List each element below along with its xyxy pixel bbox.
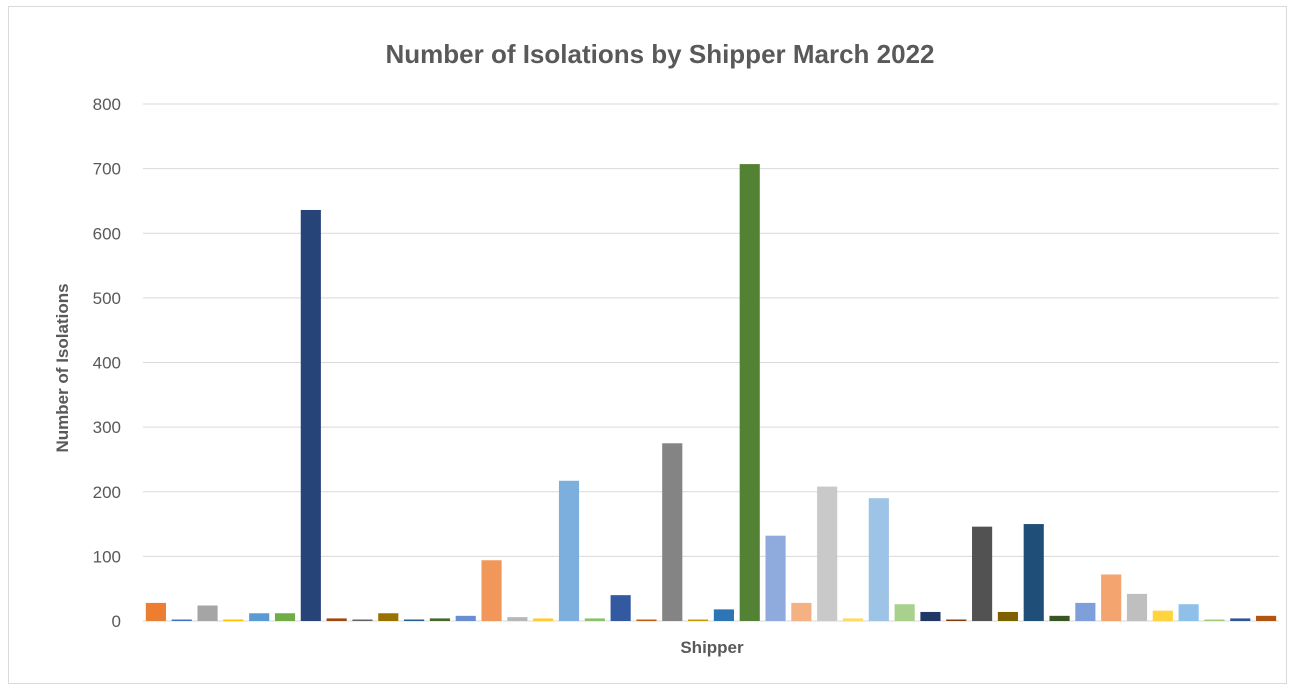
bar-17 [558,480,580,621]
bar-27 [817,486,838,621]
y-tick-label: 700 [93,160,121,179]
bar-39 [1126,593,1148,621]
bar-43 [1230,618,1251,621]
bar-38 [1101,574,1122,621]
bar-23 [713,609,734,621]
y-tick-label: 0 [112,612,121,631]
bar-11 [404,619,425,621]
bar-12 [429,618,450,621]
bar-22 [688,619,709,621]
bar-37 [1075,602,1096,621]
bar-18 [584,618,605,621]
bar-1 [145,602,166,621]
bar-25 [765,535,786,621]
bar-31 [920,611,941,621]
bar-42 [1204,619,1225,621]
bar-9 [352,619,373,621]
bars [145,164,1277,622]
bar-34 [997,611,1018,621]
bar-2 [171,619,192,621]
bar-32 [946,619,967,621]
bar-7 [300,209,321,622]
gridlines [143,103,1279,622]
bar-8 [326,618,347,621]
y-tick-label: 200 [93,483,121,502]
y-tick-label: 300 [93,418,121,437]
chart-title: Number of Isolations by Shipper March 20… [385,39,934,69]
bar-14 [481,560,502,621]
bar-33 [972,526,993,621]
chart-svg: Number of Isolations by Shipper March 20… [53,39,1279,657]
x-axis-title: Shipper [680,638,744,657]
bar-24 [739,164,760,621]
y-tick-label: 400 [93,354,121,373]
y-axis-title: Number of Isolations [53,283,72,452]
bar-28 [842,618,864,621]
bar-26 [791,602,812,621]
bar-15 [507,617,528,621]
bar-6 [274,613,296,621]
bar-3 [197,605,218,621]
bar-44 [1256,615,1277,621]
bar-20 [636,619,657,621]
y-tick-label: 100 [93,547,121,566]
bar-16 [533,618,554,621]
bar-30 [894,604,915,621]
bar-40 [1152,610,1173,621]
bar-10 [378,613,399,621]
bar-36 [1049,615,1070,621]
y-tick-label: 500 [93,289,121,308]
y-tick-label: 600 [93,224,121,243]
bar-21 [662,443,683,621]
bar-19 [610,595,631,621]
chart-frame: Number of Isolations by Shipper March 20… [8,6,1287,684]
bar-4 [223,619,244,621]
bar-29 [868,498,889,621]
bar-35 [1023,524,1044,621]
y-tick-labels: 0 100 200 300 400 500 600 700 800 [93,95,121,631]
bar-41 [1178,604,1199,621]
y-tick-label: 800 [93,95,121,114]
bar-5 [249,613,270,621]
bar-13 [455,615,476,621]
